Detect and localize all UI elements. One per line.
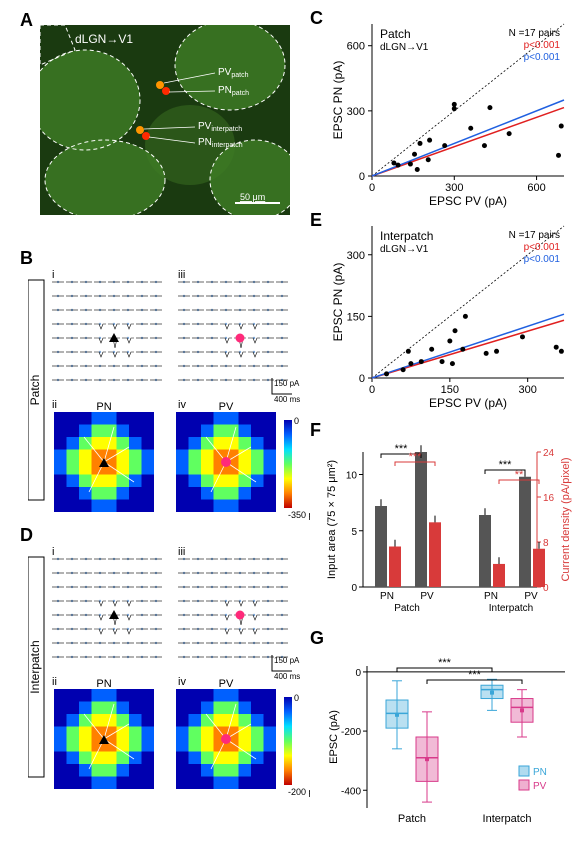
- panel-b: Patchiiiiiiiv150 pA400 msPNPV0-350 pA: [28, 260, 310, 520]
- svg-text:PV: PV: [420, 591, 434, 602]
- scalebar-text: 50 μm: [240, 192, 265, 202]
- svg-text:0: 0: [294, 693, 299, 703]
- panel-e-label: E: [310, 210, 322, 231]
- svg-text:600: 600: [347, 41, 365, 53]
- svg-text:PN: PN: [380, 591, 394, 602]
- svg-text:150 pA: 150 pA: [274, 379, 300, 388]
- svg-text:ii: ii: [52, 399, 57, 411]
- svg-text:p<0.001: p<0.001: [524, 242, 561, 253]
- svg-text:Current density (pA/pixel): Current density (pA/pixel): [560, 457, 572, 581]
- svg-text:EPSC PV (pA): EPSC PV (pA): [429, 396, 507, 410]
- svg-text:5: 5: [351, 527, 357, 538]
- svg-text:p<0.001: p<0.001: [524, 40, 561, 51]
- svg-text:0: 0: [359, 171, 365, 183]
- svg-text:Interpatch: Interpatch: [489, 603, 533, 614]
- svg-text:i: i: [52, 269, 54, 281]
- svg-text:-350 pA: -350 pA: [288, 510, 310, 520]
- svg-text:dLGN→V1: dLGN→V1: [380, 42, 429, 53]
- svg-text:p<0.001: p<0.001: [524, 52, 561, 63]
- svg-text:N =17 pairs: N =17 pairs: [509, 28, 560, 39]
- svg-text:0: 0: [359, 373, 365, 385]
- svg-text:iii: iii: [178, 269, 185, 281]
- pn-interpatch-marker: [142, 132, 150, 140]
- svg-text:-400: -400: [341, 786, 361, 797]
- svg-text:0: 0: [355, 668, 361, 679]
- svg-text:0: 0: [351, 583, 357, 594]
- svg-text:0: 0: [369, 182, 375, 194]
- svg-text:EPSC PN (pA): EPSC PN (pA): [331, 61, 345, 140]
- panel-f: 0510081624PNPVPNPVPatchInterpatch*******…: [325, 432, 575, 617]
- svg-text:400 ms: 400 ms: [274, 395, 300, 404]
- svg-text:N =17 pairs: N =17 pairs: [509, 230, 560, 241]
- svg-text:iv: iv: [178, 399, 186, 411]
- svg-text:150: 150: [441, 384, 459, 396]
- panel-d: Interpatchiiiiiiiv150 pA400 msPNPV0-200 …: [28, 537, 310, 797]
- svg-text:PN: PN: [96, 678, 111, 690]
- svg-text:Input area (75 × 75 μm²): Input area (75 × 75 μm²): [326, 460, 338, 579]
- svg-text:***: ***: [395, 443, 409, 455]
- pv-interpatch-marker: [136, 126, 144, 134]
- panel-c-label: C: [310, 8, 323, 29]
- svg-text:***: ***: [499, 459, 513, 471]
- svg-text:EPSC PN (pA): EPSC PN (pA): [331, 263, 345, 342]
- svg-text:PV: PV: [524, 591, 538, 602]
- panel-c: 0 300 600 0 300 600 EPSC PV (pA) EPSC PN (pA) Pa…: [330, 18, 570, 208]
- svg-text:Patch: Patch: [394, 603, 420, 614]
- svg-text:EPSC (pA): EPSC (pA): [328, 710, 340, 764]
- svg-text:iv: iv: [178, 676, 186, 688]
- svg-text:300: 300: [445, 182, 463, 194]
- svg-text:-200 pA: -200 pA: [288, 787, 310, 797]
- panel-g-label: G: [310, 628, 324, 649]
- pn-patch-marker: [162, 87, 170, 95]
- panel-a: PVpatch PNpatch PVinterpatch PNinterpatc…: [40, 25, 290, 215]
- svg-text:PN: PN: [96, 401, 111, 413]
- svg-text:300: 300: [347, 250, 365, 262]
- svg-text:EPSC PV (pA): EPSC PV (pA): [429, 194, 507, 208]
- svg-text:Interpatch: Interpatch: [380, 229, 433, 243]
- svg-text:ii: ii: [52, 676, 57, 688]
- panel-a-micrograph: PVpatch PNpatch PVinterpatch PNinterpatc…: [40, 25, 290, 215]
- panel-e: 0 150 300 0 150 300 EPSC PV (pA) EPSC PN (pA) In…: [330, 220, 570, 410]
- panel-a-title: dLGN→V1: [75, 32, 133, 46]
- svg-text:0: 0: [294, 416, 299, 426]
- svg-text:Patch: Patch: [28, 375, 42, 406]
- svg-text:PN: PN: [533, 767, 547, 778]
- panel-a-label: A: [20, 10, 33, 31]
- pv-patch-marker: [156, 81, 164, 89]
- svg-text:-200: -200: [341, 727, 361, 738]
- svg-text:dLGN→V1: dLGN→V1: [380, 244, 429, 255]
- svg-text:PN: PN: [484, 591, 498, 602]
- svg-text:Patch: Patch: [380, 27, 411, 41]
- svg-text:p<0.001: p<0.001: [524, 254, 561, 265]
- svg-text:**: **: [515, 469, 524, 481]
- panel-f-label: F: [310, 420, 321, 441]
- svg-text:150 pA: 150 pA: [274, 656, 300, 665]
- svg-text:PV: PV: [219, 401, 234, 413]
- svg-text:Interpatch: Interpatch: [483, 813, 532, 825]
- svg-text:i: i: [52, 546, 54, 558]
- svg-text:***: ***: [438, 657, 452, 669]
- svg-text:600: 600: [527, 182, 545, 194]
- panel-g: 0 -200 -400 *** *** Patch Interpatch EPSC (pA) P…: [325, 642, 575, 832]
- svg-text:150: 150: [347, 311, 365, 323]
- svg-text:16: 16: [543, 493, 555, 504]
- svg-text:10: 10: [346, 471, 358, 482]
- svg-text:400 ms: 400 ms: [274, 672, 300, 681]
- svg-text:***: ***: [468, 669, 482, 681]
- svg-text:24: 24: [543, 448, 555, 459]
- svg-text:300: 300: [347, 106, 365, 118]
- svg-text:300: 300: [518, 384, 536, 396]
- svg-text:8: 8: [543, 538, 549, 549]
- svg-text:iii: iii: [178, 546, 185, 558]
- svg-text:Interpatch: Interpatch: [28, 640, 42, 693]
- svg-text:0: 0: [369, 384, 375, 396]
- svg-text:PV: PV: [533, 781, 547, 792]
- svg-text:***: ***: [409, 451, 423, 463]
- svg-text:Patch: Patch: [398, 813, 426, 825]
- svg-text:PV: PV: [219, 678, 234, 690]
